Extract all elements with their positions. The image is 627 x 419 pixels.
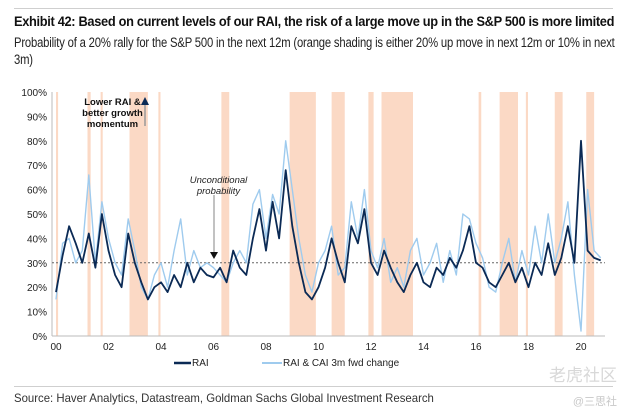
x-tick-label: 20	[575, 342, 587, 353]
shaded-period	[368, 92, 374, 336]
watermark: 老虎社区	[549, 366, 617, 385]
x-tick-label: 16	[470, 342, 482, 353]
shaded-period	[554, 92, 563, 336]
x-tick-label: 10	[313, 342, 325, 353]
shaded-period	[158, 92, 161, 336]
y-tick-label: 10%	[27, 308, 47, 319]
shaded-period	[525, 92, 528, 336]
y-tick-label: 0%	[33, 332, 48, 343]
shaded-period	[56, 92, 59, 336]
annotation-lower-rai: Lower RAI &	[84, 97, 141, 108]
annotation-lower-rai: momentum	[87, 119, 138, 130]
y-tick-label: 90%	[27, 112, 47, 123]
y-tick-label: 40%	[27, 234, 47, 245]
y-tick-label: 70%	[27, 161, 47, 172]
source-note: Source: Haver Analytics, Datastream, Gol…	[14, 392, 434, 405]
y-tick-label: 20%	[27, 283, 47, 294]
x-tick-label: 02	[103, 342, 115, 353]
legend-label-rai: RAI	[192, 358, 209, 369]
y-tick-label: 50%	[27, 210, 47, 221]
y-tick-label: 60%	[27, 186, 47, 197]
shaded-period	[129, 92, 148, 336]
arrow-up-icon	[141, 97, 149, 105]
shaded-period	[478, 92, 482, 336]
bottom-rule	[14, 386, 613, 387]
arrow-down-icon	[210, 252, 218, 259]
shaded-period	[289, 92, 316, 336]
x-tick-label: 00	[50, 342, 62, 353]
x-tick-label: 12	[365, 342, 377, 353]
chart-title: Exhibit 42: Based on current levels of o…	[14, 14, 615, 30]
y-tick-label: 80%	[27, 137, 47, 148]
legend-label-rai-cai: RAI & CAI 3m fwd change	[283, 358, 400, 369]
shaded-period	[381, 92, 413, 336]
annotation-unconditional: Unconditional	[190, 175, 248, 186]
y-tick-label: 30%	[27, 259, 47, 270]
shaded-period	[499, 92, 518, 336]
top-rule	[14, 8, 613, 9]
annotation-unconditional: probability	[196, 186, 242, 197]
shaded-period	[221, 92, 230, 336]
x-tick-label: 14	[418, 342, 430, 353]
chart: 0% 10% 20% 30% 40% 50% 60% 70% 80% 90% 100% 00 02 04 0…	[21, 88, 605, 369]
x-tick-label: 08	[260, 342, 272, 353]
watermark-handle: @三思社	[572, 396, 617, 408]
x-tick-label: 18	[523, 342, 535, 353]
y-tick-label: 100%	[21, 88, 47, 99]
series-line-rai	[55, 139, 602, 301]
annotation-lower-rai: better growth	[82, 108, 143, 119]
x-tick-label: 04	[155, 342, 167, 353]
shaded-period	[331, 92, 345, 336]
shaded-period	[87, 92, 91, 336]
x-tick-label: 06	[208, 342, 220, 353]
chart-subtitle: Probability of a 20% rally for the S&P 5…	[14, 35, 615, 67]
